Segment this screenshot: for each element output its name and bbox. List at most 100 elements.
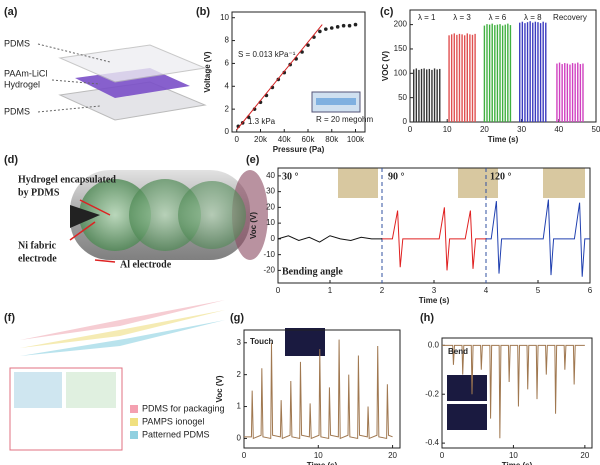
- panel-f: (f) PDMS for packaging PAMPS ionogel Pat…: [4, 300, 225, 451]
- y-tick-label: 0: [271, 234, 276, 243]
- annotation: 90 °: [388, 171, 405, 182]
- panel-label: (c): [380, 6, 394, 18]
- point: [335, 25, 340, 29]
- hydrogel-sphere: [79, 179, 151, 251]
- x-tick-label: 0: [276, 286, 281, 295]
- x-tick-label: 10: [509, 451, 518, 460]
- hydrogel-sphere: [178, 181, 246, 249]
- x-tick-label: 5: [536, 286, 541, 295]
- series-line: [236, 24, 323, 131]
- series-line: [442, 344, 585, 439]
- y-tick-label: 150: [394, 44, 408, 53]
- inset-device: [316, 98, 356, 105]
- y-tick-label: 8: [225, 36, 230, 45]
- x-tick-label: 20: [388, 451, 397, 460]
- inset-network: [14, 372, 62, 408]
- diagram-label: Al electrode: [120, 259, 172, 270]
- series-label: λ = 3: [453, 13, 471, 22]
- y-tick-label: -20: [263, 266, 275, 275]
- panel-a: (a) PDMS PAAm-LiCl Hydrogel PDMS: [4, 6, 207, 121]
- x-tick-label: 40k: [278, 135, 292, 144]
- x-axis-label: Time (s): [419, 296, 450, 305]
- legend-swatch: [130, 418, 138, 426]
- inset-photo: [543, 168, 585, 198]
- panel-label: (d): [4, 154, 18, 166]
- panel-label: (f): [4, 312, 15, 324]
- y-axis-label: Voltage (V): [203, 51, 212, 93]
- inset-photo: [447, 375, 487, 401]
- annotation: S = 0.013 kPa⁻¹: [238, 50, 296, 59]
- series-label: λ = 8: [524, 13, 542, 22]
- annotation: 1.3 kPa: [248, 117, 276, 126]
- y-tick-label: 4: [225, 81, 230, 90]
- y-tick-label: 100: [394, 68, 408, 77]
- series-label: λ = 1: [418, 13, 436, 22]
- point: [341, 23, 346, 28]
- diagram-label: Ni fabric: [18, 240, 57, 251]
- leader: [51, 79, 101, 85]
- y-tick-label: 30: [266, 187, 275, 196]
- point: [347, 23, 352, 28]
- inset-photo: [285, 328, 325, 356]
- y-tick-label: 200: [394, 20, 408, 29]
- inset-photo: [338, 168, 378, 198]
- layer-label: PDMS: [4, 106, 30, 116]
- x-tick-label: 0: [235, 135, 240, 144]
- x-tick-label: 40: [554, 125, 563, 134]
- annotation: 120 °: [490, 171, 512, 182]
- layer-patterned: [20, 320, 225, 356]
- series-label: λ = 6: [489, 13, 507, 22]
- series-label: Recovery: [553, 13, 587, 22]
- y-tick-label: 2: [225, 104, 230, 113]
- layer-label: Hydrogel: [4, 79, 40, 89]
- arrow: [94, 259, 116, 263]
- x-tick-label: 4: [484, 286, 489, 295]
- y-tick-label: 2: [237, 370, 242, 379]
- diagram-label: by PDMS: [18, 187, 60, 198]
- x-tick-label: 0: [408, 125, 413, 134]
- y-axis-label: VOC (V): [381, 51, 390, 82]
- panel-label: (h): [420, 312, 434, 324]
- point: [329, 26, 334, 30]
- y-axis-label: Voc (V): [215, 375, 224, 402]
- legend-label: PDMS for packaging: [142, 403, 225, 413]
- panel-d: (d) Hydrogel encapsulated by PDMS Ni fab…: [4, 154, 268, 270]
- layer-packaging: [20, 300, 225, 340]
- point: [353, 22, 358, 27]
- diagram-label: electrode: [18, 253, 57, 264]
- point: [306, 43, 310, 47]
- y-tick-label: -0.4: [425, 438, 439, 447]
- cylinder-end: [232, 170, 268, 260]
- x-tick-label: 80k: [325, 135, 339, 144]
- series-line: [277, 235, 382, 243]
- x-tick-label: 100k: [347, 135, 365, 144]
- x-tick-label: 10: [314, 451, 323, 460]
- legend-swatch: [130, 405, 138, 413]
- x-axis-label: Time (s): [502, 461, 533, 465]
- inset-photo: [458, 168, 498, 198]
- leader: [37, 43, 111, 63]
- y-axis-label: Voc (V): [249, 212, 258, 239]
- x-tick-label: 50: [592, 125, 600, 134]
- inset-photo: [447, 404, 487, 430]
- panel-label: (a): [4, 6, 18, 18]
- x-tick-label: 0: [242, 451, 247, 460]
- y-tick-label: 0: [225, 127, 230, 136]
- x-tick-label: 30: [517, 125, 526, 134]
- annotation: 30 °: [282, 171, 299, 182]
- legend-swatch: [130, 431, 138, 439]
- y-tick-label: 0: [403, 117, 408, 126]
- y-tick-label: 10: [266, 218, 275, 227]
- inset-network: [66, 372, 116, 408]
- y-tick-label: 40: [266, 171, 275, 180]
- x-tick-label: 10: [443, 125, 452, 134]
- ni-electrode: [70, 205, 100, 228]
- annotation: Bend: [448, 347, 468, 356]
- annotation: R = 20 megohm: [316, 115, 373, 124]
- x-tick-label: 60k: [302, 135, 316, 144]
- arrow: [79, 199, 111, 216]
- y-tick-label: 0.0: [428, 340, 440, 349]
- y-tick-label: 6: [225, 59, 230, 68]
- y-tick-label: 20: [266, 202, 275, 211]
